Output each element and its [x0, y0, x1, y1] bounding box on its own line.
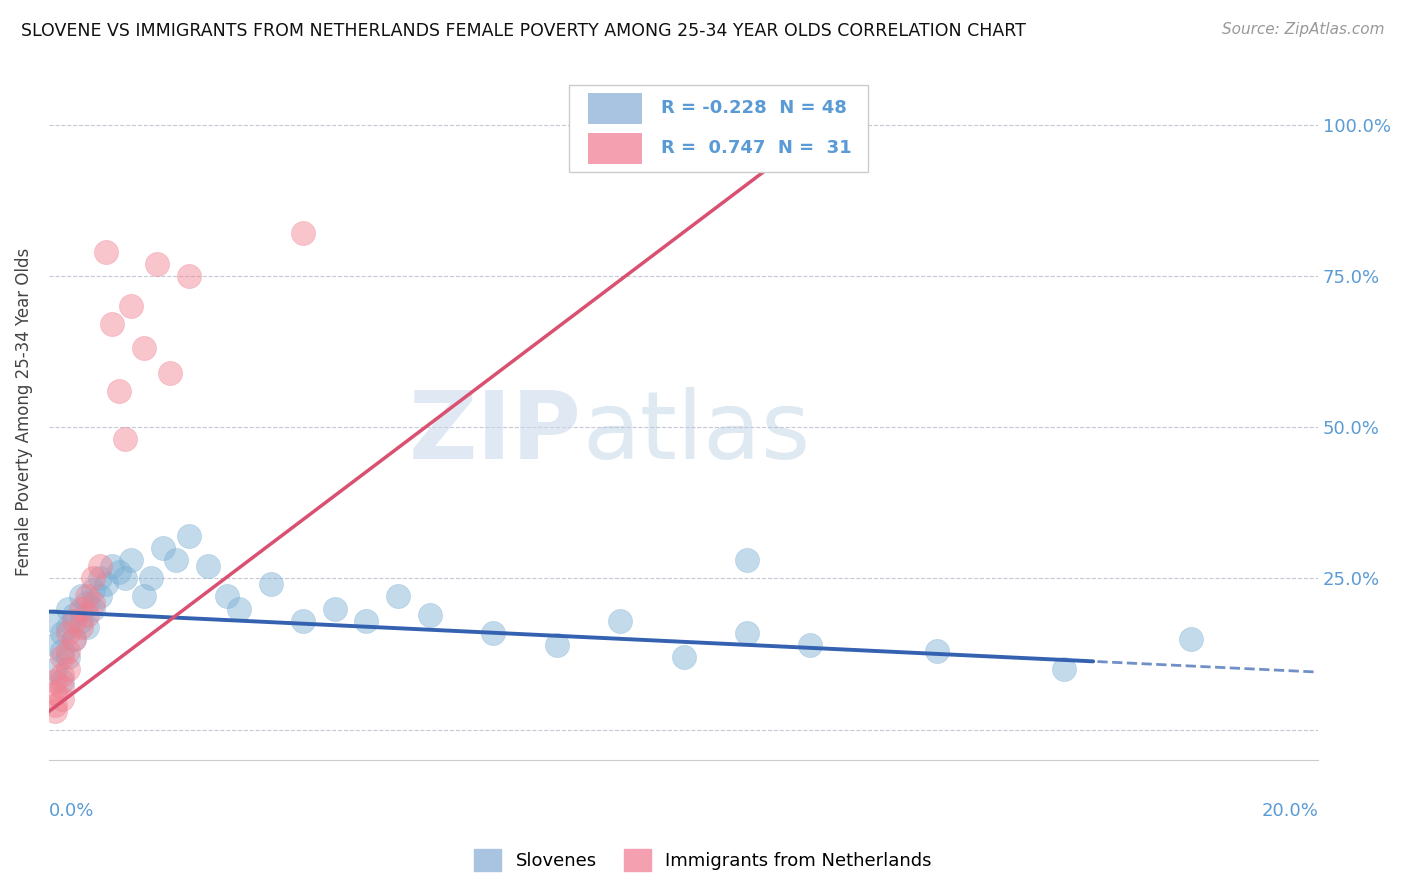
Point — [323, 601, 346, 615]
Point — [76, 607, 98, 622]
Point — [134, 590, 156, 604]
Point — [44, 698, 66, 713]
Point — [177, 529, 200, 543]
Point — [63, 607, 86, 622]
Point — [291, 614, 314, 628]
Point — [63, 614, 86, 628]
Point — [56, 644, 79, 658]
Point — [51, 668, 73, 682]
Point — [63, 632, 86, 646]
Point — [82, 571, 104, 585]
Point — [134, 342, 156, 356]
Point — [69, 620, 91, 634]
Point — [228, 601, 250, 615]
Point — [165, 553, 187, 567]
Point — [89, 559, 111, 574]
Point — [51, 674, 73, 689]
Point — [177, 268, 200, 283]
Point — [56, 625, 79, 640]
Point — [146, 257, 169, 271]
FancyBboxPatch shape — [569, 85, 868, 172]
Y-axis label: Female Poverty Among 25-34 Year Olds: Female Poverty Among 25-34 Year Olds — [15, 248, 32, 576]
Point — [56, 601, 79, 615]
Point — [56, 650, 79, 665]
Point — [672, 650, 695, 665]
Text: Source: ZipAtlas.com: Source: ZipAtlas.com — [1222, 22, 1385, 37]
Point — [44, 638, 66, 652]
Point — [107, 566, 129, 580]
Point — [927, 644, 949, 658]
Point — [419, 607, 441, 622]
Point — [51, 650, 73, 665]
Point — [56, 620, 79, 634]
Point — [197, 559, 219, 574]
Point — [139, 571, 162, 585]
Text: SLOVENE VS IMMIGRANTS FROM NETHERLANDS FEMALE POVERTY AMONG 25-34 YEAR OLDS CORR: SLOVENE VS IMMIGRANTS FROM NETHERLANDS F… — [21, 22, 1026, 40]
Point — [1180, 632, 1202, 646]
Point — [159, 366, 181, 380]
Point — [1053, 662, 1076, 676]
Point — [82, 601, 104, 615]
Point — [799, 638, 821, 652]
Point — [82, 595, 104, 609]
Text: atlas: atlas — [582, 387, 810, 479]
Point — [56, 662, 79, 676]
Point — [51, 625, 73, 640]
Legend: Slovenes, Immigrants from Netherlands: Slovenes, Immigrants from Netherlands — [467, 842, 939, 879]
Point — [107, 384, 129, 398]
Point — [51, 680, 73, 694]
Point — [94, 577, 117, 591]
Point — [69, 614, 91, 628]
Point — [44, 705, 66, 719]
Point — [356, 614, 378, 628]
Point — [260, 577, 283, 591]
Point — [291, 227, 314, 241]
Point — [215, 590, 238, 604]
Text: ZIP: ZIP — [409, 387, 582, 479]
FancyBboxPatch shape — [588, 93, 641, 124]
Text: R =  0.747  N =  31: R = 0.747 N = 31 — [661, 139, 852, 157]
Point — [114, 571, 136, 585]
Point — [121, 299, 143, 313]
Point — [387, 590, 409, 604]
Point — [69, 590, 91, 604]
Point — [89, 590, 111, 604]
Point — [114, 432, 136, 446]
Point — [51, 692, 73, 706]
Point — [44, 614, 66, 628]
Point — [51, 644, 73, 658]
Point — [799, 118, 821, 132]
Point — [101, 559, 124, 574]
Point — [44, 686, 66, 700]
Point — [101, 317, 124, 331]
Point — [69, 601, 91, 615]
Text: 0.0%: 0.0% — [49, 802, 94, 820]
Point — [735, 553, 758, 567]
Point — [482, 625, 505, 640]
Point — [76, 620, 98, 634]
Point — [94, 244, 117, 259]
FancyBboxPatch shape — [588, 133, 641, 164]
Point — [76, 595, 98, 609]
Point — [735, 625, 758, 640]
Point — [44, 662, 66, 676]
Point — [121, 553, 143, 567]
Point — [609, 614, 631, 628]
Point — [63, 632, 86, 646]
Point — [82, 583, 104, 598]
Point — [152, 541, 174, 555]
Text: R = -0.228  N = 48: R = -0.228 N = 48 — [661, 99, 846, 118]
Point — [44, 674, 66, 689]
Point — [89, 571, 111, 585]
Text: 20.0%: 20.0% — [1261, 802, 1319, 820]
Point — [546, 638, 568, 652]
Point — [76, 590, 98, 604]
